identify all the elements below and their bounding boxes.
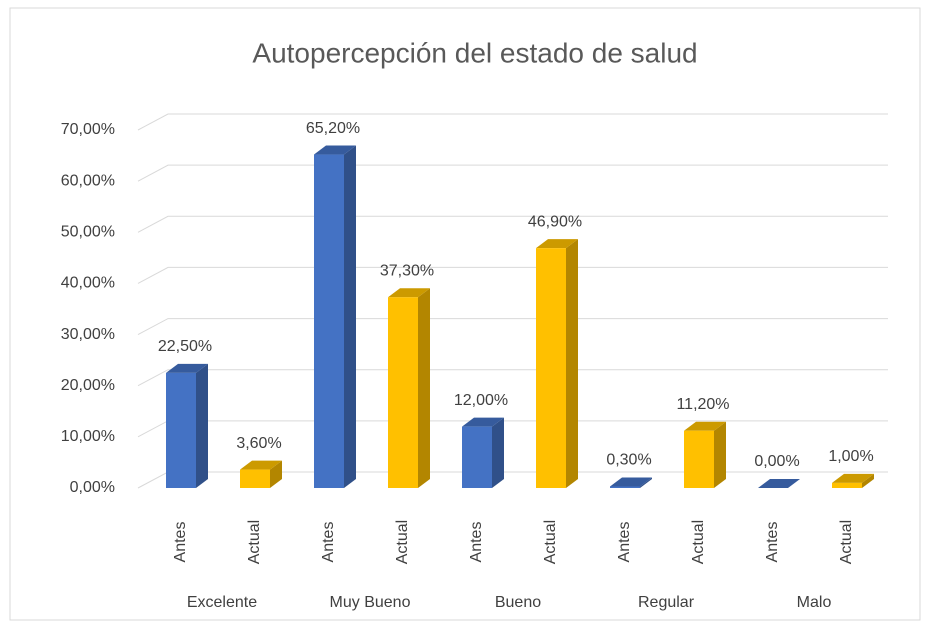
data-label: 65,20%: [306, 120, 360, 137]
bar-face: [240, 469, 270, 488]
bar-face: [610, 477, 652, 487]
bar-face: [166, 372, 196, 488]
y-tick-label: 20,00%: [61, 377, 115, 394]
chart-title: Autopercepción del estado de salud: [252, 37, 697, 68]
bar-face: [388, 288, 430, 298]
y-tick-label: 30,00%: [61, 326, 115, 343]
bar-face: [684, 421, 726, 431]
bar-face: [714, 421, 726, 488]
bar-face: [388, 297, 418, 488]
x-tick-label: Antes: [172, 522, 189, 563]
bar-face: [640, 477, 652, 488]
bar: [462, 417, 504, 488]
x-tick-label: Antes: [320, 522, 337, 563]
bar: [314, 145, 356, 488]
bar-face: [758, 479, 800, 488]
grid-line: [137, 215, 888, 233]
bar-face: [536, 239, 578, 249]
x-tick-label: Antes: [616, 522, 633, 563]
bar-face: [566, 239, 578, 488]
bar: [610, 477, 652, 488]
bar-face: [462, 417, 504, 427]
bar-face: [314, 145, 356, 155]
bar-face: [166, 363, 208, 373]
bar-face: [610, 486, 640, 488]
data-label: 0,30%: [606, 452, 651, 469]
bar-face: [684, 430, 714, 488]
bar-face: [418, 288, 430, 488]
grid-line: [137, 318, 888, 336]
x-tick-label: Actual: [690, 520, 707, 564]
y-tick-label: 0,00%: [70, 479, 115, 496]
grid-line: [137, 164, 888, 182]
bar: [832, 473, 874, 488]
bar-face: [536, 248, 566, 488]
bar-face: [862, 473, 874, 488]
x-tick-label: Antes: [468, 522, 485, 563]
bar: [684, 421, 726, 488]
bar-face: [832, 473, 874, 483]
data-label: 3,60%: [236, 435, 281, 452]
bar-face: [270, 460, 282, 488]
bar: [536, 239, 578, 488]
grid-line: [137, 266, 888, 284]
data-label: 37,30%: [380, 262, 434, 279]
x-tick-label: Actual: [246, 520, 263, 564]
bar-face: [196, 363, 208, 488]
bar-face: [832, 482, 862, 488]
data-label: 12,00%: [454, 392, 508, 409]
x-group-label: Bueno: [495, 594, 541, 611]
x-group-label: Regular: [638, 594, 695, 611]
y-tick-label: 70,00%: [61, 121, 115, 138]
data-label: 1,00%: [828, 448, 873, 465]
grid-line: [137, 369, 888, 387]
data-label: 11,20%: [676, 396, 729, 413]
chart-border: [9, 7, 921, 621]
bar-face: [240, 460, 282, 470]
bar: [758, 479, 800, 488]
x-tick-label: Actual: [394, 520, 411, 564]
bar-face: [462, 426, 492, 488]
bar: [240, 460, 282, 488]
bar: [166, 363, 208, 488]
data-label: 22,50%: [158, 338, 212, 355]
grid-line: [137, 113, 888, 131]
data-label: 46,90%: [528, 213, 582, 230]
x-group-label: Malo: [797, 594, 832, 611]
bar-face: [492, 417, 504, 488]
x-tick-label: Actual: [838, 520, 855, 564]
x-tick-label: Actual: [542, 520, 559, 564]
y-tick-label: 10,00%: [61, 428, 115, 445]
y-tick-label: 60,00%: [61, 172, 115, 189]
data-label: 0,00%: [754, 453, 799, 470]
y-tick-label: 40,00%: [61, 275, 115, 292]
bar-face: [344, 145, 356, 488]
bar: [388, 288, 430, 488]
x-group-label: Excelente: [187, 594, 257, 611]
bar-face: [314, 154, 344, 488]
y-tick-label: 50,00%: [61, 224, 115, 241]
x-tick-label: Antes: [764, 522, 781, 563]
x-group-label: Muy Bueno: [330, 594, 411, 611]
